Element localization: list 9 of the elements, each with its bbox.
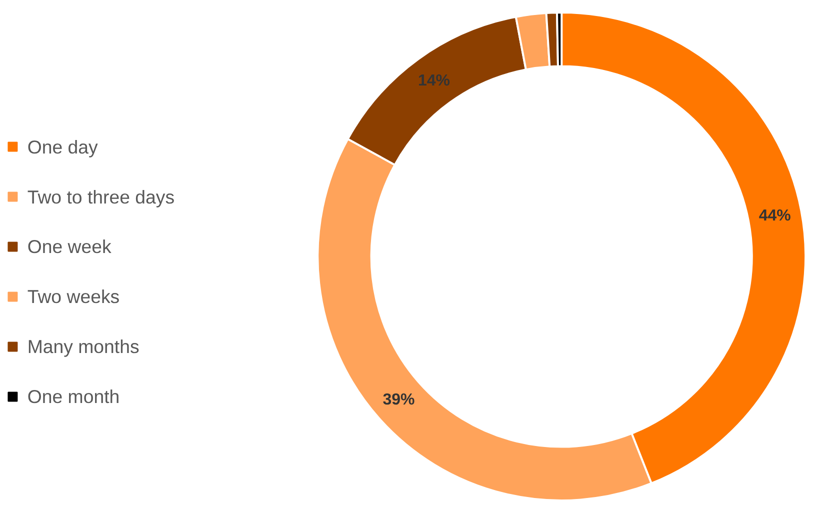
- data-label: 44%: [758, 207, 791, 224]
- legend-label: Two weeks: [27, 286, 120, 308]
- legend-label: Many months: [27, 336, 140, 358]
- legend-label: Two to three days: [27, 186, 175, 208]
- data-label: 39%: [382, 392, 415, 408]
- legend-label: One week: [27, 236, 112, 258]
- data-label: 14%: [418, 72, 450, 90]
- legend-label: One day: [27, 136, 99, 158]
- legend-label: One month: [27, 386, 120, 408]
